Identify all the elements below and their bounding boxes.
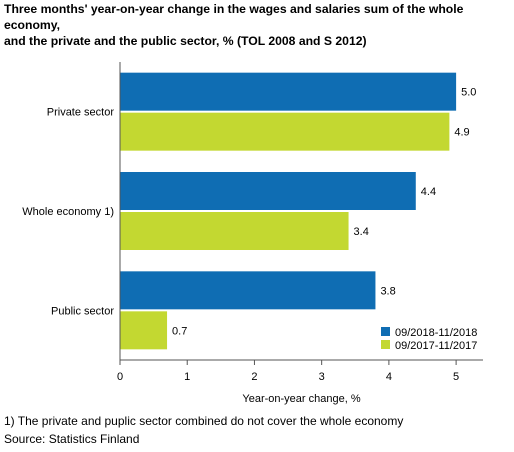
bar-2-2 <box>120 212 349 250</box>
legend-swatch-1 <box>381 327 390 336</box>
bar-1-3 <box>120 271 376 310</box>
x-tick-label: 1 <box>184 371 190 383</box>
category-label: Whole economy 1) <box>22 206 114 218</box>
chart-title: Three months' year-on-year change in the… <box>4 1 512 49</box>
x-tick-label: 4 <box>386 371 392 383</box>
title-line-1: Three months' year-on-year change in the… <box>4 2 464 32</box>
bar-value-label: 3.8 <box>380 285 395 297</box>
bar-2-3 <box>120 311 168 350</box>
bar-1-1 <box>120 72 457 111</box>
x-axis-title: Year-on-year change, % <box>242 393 360 405</box>
bar-2-1 <box>120 112 450 151</box>
footnote: 1) The private and puplic sector combine… <box>4 414 404 428</box>
legend-label-1: 09/2018-11/2018 <box>395 327 477 339</box>
bar-value-label: 5.0 <box>461 87 476 99</box>
x-tick-label: 2 <box>251 371 257 383</box>
x-tick-label: 5 <box>453 371 459 383</box>
bar-value-label: 3.4 <box>354 226 369 238</box>
category-label: Public sector <box>51 305 114 317</box>
x-tick-label: 0 <box>117 371 123 383</box>
bar-1-2 <box>120 172 416 210</box>
x-tick-label: 3 <box>319 371 325 383</box>
bar-value-label: 4.4 <box>421 186 436 198</box>
legend-label-2: 09/2017-11/2017 <box>395 340 477 352</box>
bar-value-label: 0.7 <box>172 325 187 337</box>
source-note: Source: Statistics Finland <box>4 432 140 446</box>
category-label: Private sector <box>47 107 115 119</box>
legend-swatch-2 <box>381 340 390 349</box>
bar-value-label: 4.9 <box>454 127 469 139</box>
title-line-2: and the private and the public sector, %… <box>4 34 367 48</box>
